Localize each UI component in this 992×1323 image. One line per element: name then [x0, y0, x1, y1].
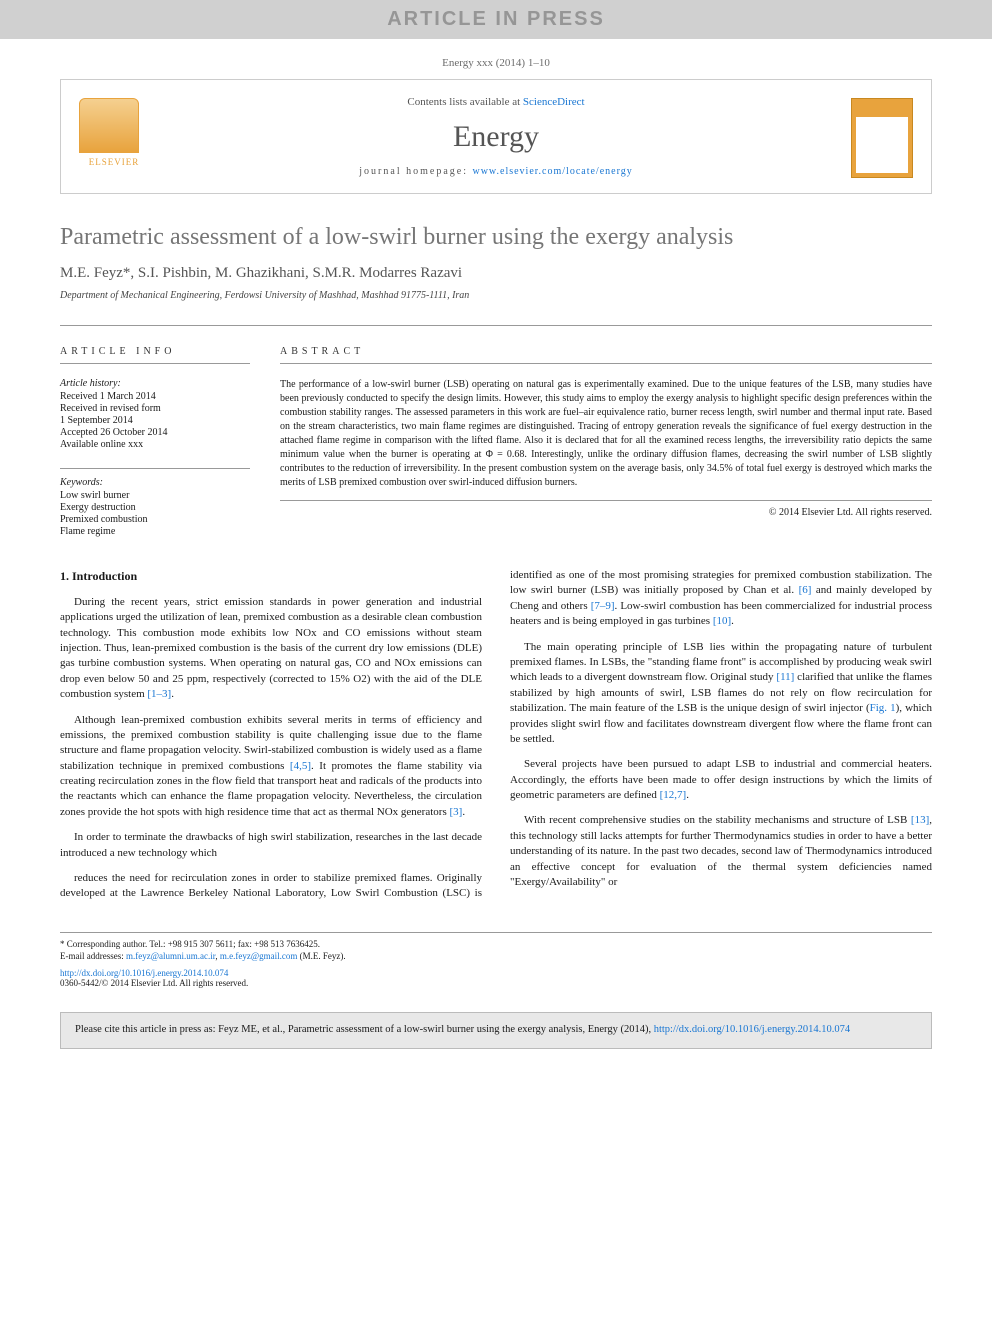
ref-link[interactable]: [6]	[799, 584, 812, 596]
cite-footer-box: Please cite this article in press as: Fe…	[60, 1012, 932, 1049]
issn-copyright: 0360-5442/© 2014 Elsevier Ltd. All right…	[60, 978, 932, 988]
journal-cover-thumbnail	[851, 98, 913, 178]
ref-link[interactable]: [11]	[776, 671, 794, 683]
intro-p5: The main operating principle of LSB lies…	[510, 640, 932, 748]
body-text-columns: 1. Introduction During the recent years,…	[60, 568, 932, 902]
article-info-panel: ARTICLE INFO Article history: Received 1…	[60, 346, 250, 538]
intro-p7: With recent comprehensive studies on the…	[510, 813, 932, 890]
corresponding-emails: E-mail addresses: m.feyz@alumni.um.ac.ir…	[60, 951, 932, 963]
doi-link[interactable]: http://dx.doi.org/10.1016/j.energy.2014.…	[60, 968, 228, 978]
abstract-copyright: © 2014 Elsevier Ltd. All rights reserved…	[280, 500, 932, 518]
article-in-press-banner: ARTICLE IN PRESS	[0, 0, 992, 39]
corresponding-author-block: * Corresponding author. Tel.: +98 915 30…	[60, 932, 932, 962]
ref-link[interactable]: [4,5]	[290, 760, 311, 772]
cite-footer-text: Please cite this article in press as: Fe…	[75, 1024, 654, 1035]
article-title: Parametric assessment of a low-swirl bur…	[60, 224, 932, 251]
top-citation: Energy xxx (2014) 1–10	[0, 39, 992, 79]
ref-link[interactable]: [13]	[911, 814, 929, 826]
intro-p2: Although lean-premixed combustion exhibi…	[60, 713, 482, 821]
affiliation: Department of Mechanical Engineering, Fe…	[60, 290, 932, 301]
article-info-heading: ARTICLE INFO	[60, 346, 250, 364]
corresponding-tel: * Corresponding author. Tel.: +98 915 30…	[60, 939, 932, 951]
fig-link[interactable]: Fig. 1	[870, 702, 896, 714]
history-label: Article history:	[60, 378, 250, 389]
sciencedirect-link[interactable]: ScienceDirect	[523, 96, 585, 108]
intro-p6: Several projects have been pursued to ad…	[510, 757, 932, 803]
ref-link[interactable]: [7–9]	[591, 600, 615, 612]
abstract-panel: ABSTRACT The performance of a low-swirl …	[280, 346, 932, 538]
email-link[interactable]: m.feyz@alumni.um.ac.ir	[126, 951, 215, 961]
keywords-label: Keywords:	[60, 468, 250, 488]
abstract-text: The performance of a low-swirl burner (L…	[280, 378, 932, 490]
ref-link[interactable]: [10]	[713, 615, 731, 627]
keyword: Premixed combustion	[60, 514, 250, 525]
info-abstract-row: ARTICLE INFO Article history: Received 1…	[60, 325, 932, 538]
history-item: 1 September 2014	[60, 415, 250, 426]
contents-line: Contents lists available at ScienceDirec…	[85, 96, 907, 108]
homepage-line: journal homepage: www.elsevier.com/locat…	[85, 166, 907, 177]
history-item: Received in revised form	[60, 403, 250, 414]
history-item: Received 1 March 2014	[60, 391, 250, 402]
journal-header-box: ELSEVIER Contents lists available at Sci…	[60, 79, 932, 194]
elsevier-logo: ELSEVIER	[79, 98, 149, 178]
keyword: Low swirl burner	[60, 490, 250, 501]
ref-link[interactable]: [1–3]	[147, 688, 171, 700]
journal-name: Energy	[85, 120, 907, 154]
history-item: Available online xxx	[60, 439, 250, 450]
abstract-heading: ABSTRACT	[280, 346, 932, 364]
intro-p1: During the recent years, strict emission…	[60, 595, 482, 703]
doi-block: http://dx.doi.org/10.1016/j.energy.2014.…	[60, 968, 932, 988]
intro-p3: In order to terminate the drawbacks of h…	[60, 830, 482, 861]
keyword: Exergy destruction	[60, 502, 250, 513]
ref-link[interactable]: [3]	[449, 806, 462, 818]
authors-line: M.E. Feyz*, S.I. Pishbin, M. Ghazikhani,…	[60, 265, 932, 282]
journal-homepage-link[interactable]: www.elsevier.com/locate/energy	[472, 166, 632, 177]
keyword: Flame regime	[60, 526, 250, 537]
elsevier-label: ELSEVIER	[79, 157, 149, 167]
history-item: Accepted 26 October 2014	[60, 427, 250, 438]
section-heading-intro: 1. Introduction	[60, 568, 482, 585]
email-link[interactable]: m.e.feyz@gmail.com	[220, 951, 298, 961]
elsevier-tree-icon	[79, 98, 139, 153]
citation-text: Energy xxx (2014) 1–10	[442, 57, 550, 69]
cite-footer-doi-link[interactable]: http://dx.doi.org/10.1016/j.energy.2014.…	[654, 1024, 850, 1035]
ref-link[interactable]: [12,7]	[660, 789, 687, 801]
